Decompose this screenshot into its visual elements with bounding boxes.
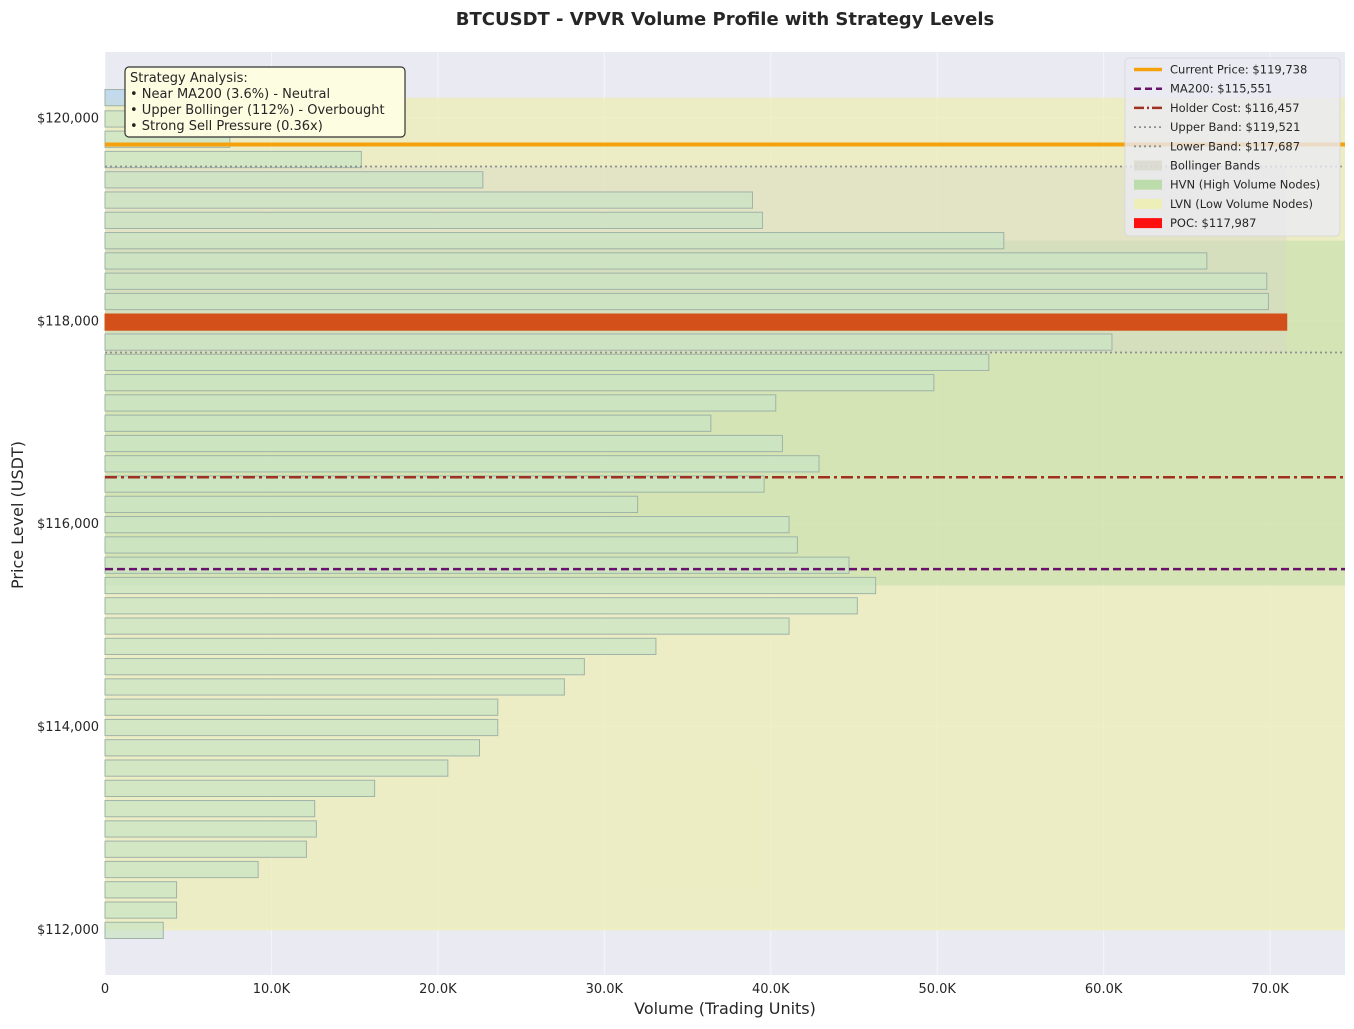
x-tick-label: 0: [101, 982, 109, 997]
legend-swatch-lvn: [1134, 198, 1162, 209]
volume-bar: [104, 759, 449, 777]
volume-bar: [104, 150, 362, 169]
volume-bar: [104, 678, 565, 696]
volume-bar: [104, 800, 316, 818]
legend-label-upper: Upper Band: $119,521: [1170, 120, 1300, 134]
legend-label-hvn: HVN (High Volume Nodes): [1170, 178, 1320, 192]
y-axis-label: Price Level (USDT): [8, 441, 27, 589]
y-tick-label: $116,000: [37, 517, 99, 532]
legend-label-ma200: MA200: $115,551: [1170, 82, 1272, 96]
tick-labels: 0 10.0K 20.0K 30.0K 40.0K 50.0K 60.0K 70.0K $112…: [37, 111, 1289, 997]
chart-legend: Current Price: $119,738 MA200: $115,551 Ho…: [1124, 57, 1341, 237]
volume-bar: [104, 455, 820, 473]
volume-bar: [104, 739, 480, 757]
volume-bar: [104, 516, 790, 534]
y-tick-label: $120,000: [37, 111, 99, 126]
legend-swatch-hvn: [1134, 179, 1162, 190]
volume-bar: [104, 698, 499, 716]
volume-bar: [104, 597, 858, 615]
volume-bar: [104, 414, 712, 432]
x-tick-label: 20.0K: [419, 982, 457, 997]
annotation-background: [124, 66, 406, 138]
annotation-line-bollinger: • Upper Bollinger (112%) - Overbought: [130, 103, 385, 118]
volume-bar: [104, 333, 1113, 351]
chart-title: BTCUSDT - VPVR Volume Profile with Strat…: [456, 9, 994, 30]
y-tick-label: $112,000: [37, 923, 99, 938]
x-tick-label: 40.0K: [752, 982, 790, 997]
legend-label-holder: Holder Cost: $116,457: [1170, 101, 1300, 115]
x-axis-label: Volume (Trading Units): [634, 999, 816, 1018]
annotation-line-title: Strategy Analysis:: [130, 71, 248, 86]
volume-bar: [104, 191, 753, 209]
volume-bar: [104, 637, 657, 655]
volume-bar: [104, 272, 1268, 290]
legend-label-poc: POC: $117,987: [1170, 216, 1256, 230]
volume-bar: [104, 820, 317, 838]
volume-bar: [104, 779, 376, 797]
strategy-annotation: Strategy Analysis: • Near MA200 (3.6%) -…: [124, 66, 406, 138]
volume-bar: [104, 292, 1269, 311]
legend-swatch-bollinger: [1134, 160, 1162, 171]
volume-bar: [104, 495, 639, 513]
legend-label-bollinger: Bollinger Bands: [1170, 159, 1260, 173]
x-tick-label: 10.0K: [253, 982, 291, 997]
volume-bar: [104, 718, 499, 737]
legend-swatch-poc: [1134, 218, 1162, 229]
volume-bar: [104, 617, 790, 635]
legend-frame: [1124, 57, 1341, 237]
volume-bar: [104, 475, 765, 493]
volume-bar: [104, 840, 307, 858]
volume-bar: [104, 374, 935, 392]
volume-bar: [104, 860, 259, 879]
annotation-line-ma200: • Near MA200 (3.6%) - Neutral: [130, 87, 330, 102]
annotation-line-pressure: • Strong Sell Pressure (0.36x): [130, 119, 323, 134]
y-tick-label: $118,000: [37, 314, 99, 329]
volume-bar: [104, 232, 1005, 250]
volume-bar: [104, 881, 178, 899]
x-tick-label: 30.0K: [586, 982, 624, 997]
volume-bars: [104, 89, 1288, 939]
volume-bar: [104, 576, 877, 595]
volume-bar: [104, 921, 164, 939]
poc-bar: [104, 313, 1288, 331]
y-tick-label: $114,000: [37, 720, 99, 735]
volume-bar: [104, 171, 484, 189]
legend-label-lvn: LVN (Low Volume Nodes): [1170, 197, 1313, 211]
volume-bar: [104, 211, 763, 229]
volume-bar: [104, 658, 585, 676]
legend-label-current: Current Price: $119,738: [1170, 63, 1307, 77]
volume-bar: [104, 394, 777, 412]
volume-bar: [104, 434, 783, 453]
x-tick-label: 60.0K: [1085, 982, 1123, 997]
legend-label-lower: Lower Band: $117,687: [1170, 139, 1300, 153]
volume-bar: [104, 556, 850, 574]
volume-bar: [104, 901, 178, 919]
volume-bar: [104, 353, 990, 371]
volume-bar: [104, 252, 1208, 270]
x-tick-label: 50.0K: [918, 982, 956, 997]
volume-bar: [104, 536, 798, 554]
x-tick-label: 70.0K: [1251, 982, 1289, 997]
